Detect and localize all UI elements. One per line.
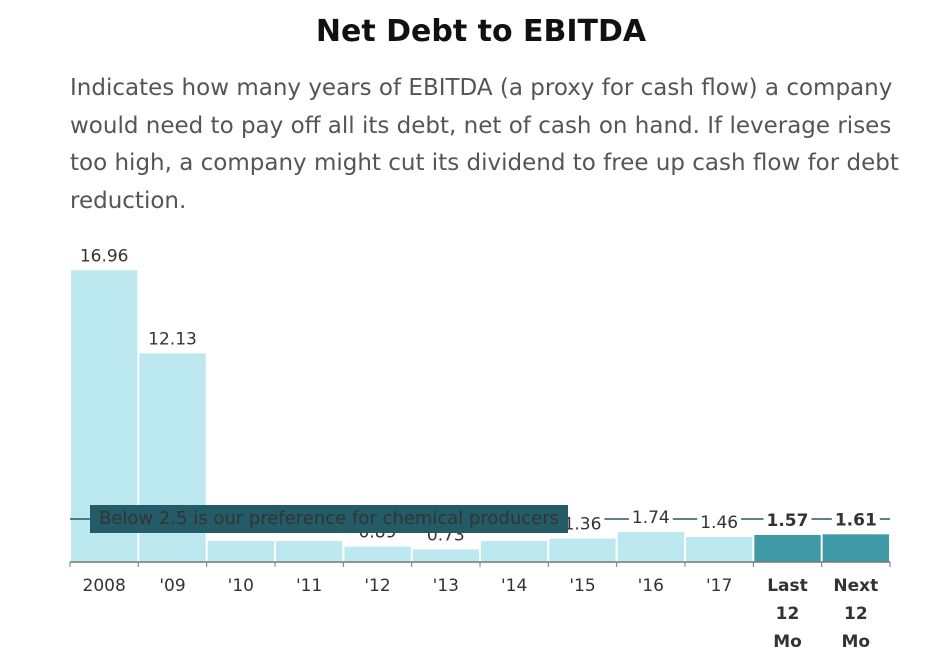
value-label-bg xyxy=(831,510,880,531)
bar xyxy=(276,541,343,562)
value-label: 1.36 xyxy=(564,515,602,535)
value-label: 1.46 xyxy=(700,513,738,533)
bar xyxy=(686,536,753,562)
value-label-bg xyxy=(763,510,812,531)
value-label-bg xyxy=(560,514,605,535)
bar xyxy=(822,534,889,562)
value-label-bg xyxy=(628,508,673,529)
x-tick-label: '13 xyxy=(433,576,459,596)
x-tick-label: '17 xyxy=(706,576,732,596)
x-tick-label: '12 xyxy=(364,576,390,596)
bar xyxy=(481,541,548,562)
bar xyxy=(617,532,684,562)
x-tick-label: Last 12 Mo xyxy=(767,576,808,652)
x-tick-label: '09 xyxy=(159,576,185,596)
bar xyxy=(549,538,616,562)
x-tick-label: '16 xyxy=(638,576,664,596)
x-tick-label: '14 xyxy=(501,576,527,596)
x-tick-label: 2008 xyxy=(83,576,126,596)
annotation: Below 2.5 is our preference for chemical… xyxy=(99,508,559,529)
x-tick-label: '10 xyxy=(228,576,254,596)
value-label: 12.13 xyxy=(148,329,197,349)
chart-subtitle: Indicates how many years of EBITDA (a pr… xyxy=(70,75,899,214)
x-tick-label: Next 12 Mo xyxy=(833,576,878,652)
value-label-bg xyxy=(145,329,200,350)
value-label: 1.57 xyxy=(767,511,809,531)
bar xyxy=(412,549,479,562)
value-label-bg xyxy=(697,512,742,533)
bar xyxy=(754,534,821,562)
x-tick-label: '11 xyxy=(296,576,322,596)
x-tick-label: '15 xyxy=(569,576,595,596)
annotation-box xyxy=(90,505,569,533)
value-label-bg xyxy=(76,246,132,267)
bar xyxy=(344,546,411,562)
chart-title: Net Debt to EBITDA xyxy=(315,14,647,49)
bar xyxy=(207,541,274,562)
value-label: 1.74 xyxy=(632,508,670,528)
value-label: 16.96 xyxy=(80,246,129,266)
value-label: 1.61 xyxy=(835,510,877,530)
